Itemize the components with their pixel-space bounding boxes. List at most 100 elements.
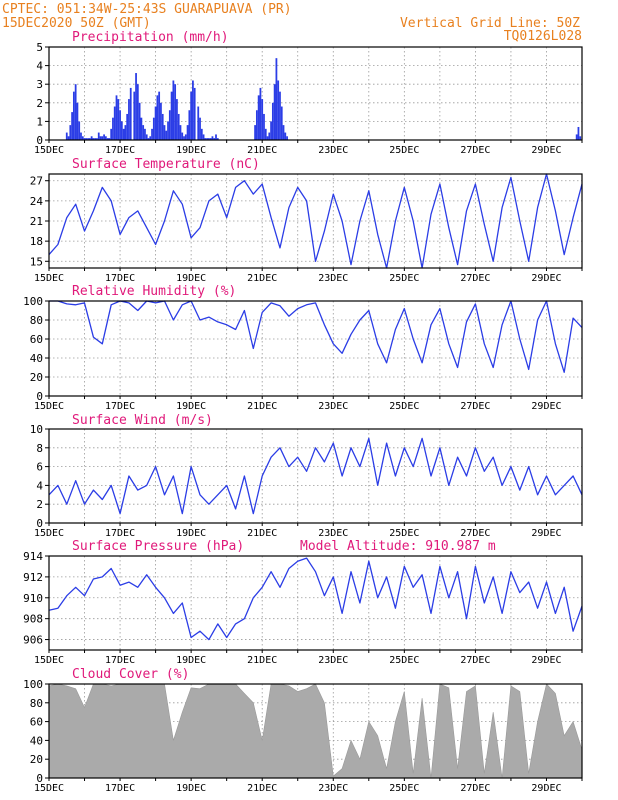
panel-frame xyxy=(48,46,583,141)
run-date: 15DEC2020 50Z (GMT) xyxy=(2,16,151,31)
precip-bar xyxy=(158,91,161,140)
precip-bar xyxy=(71,112,73,140)
precip-bar xyxy=(264,128,267,140)
precip-bar xyxy=(261,99,264,140)
x-tick-label: 15DEC xyxy=(34,655,64,666)
x-tick-label: 21DEC xyxy=(247,655,277,666)
y-tick-label: 0 xyxy=(36,517,43,530)
precip-bar xyxy=(106,138,109,140)
x-tick-label: 19DEC xyxy=(176,401,206,412)
y-tick-label: 80 xyxy=(30,314,43,327)
precip-bar xyxy=(99,136,102,140)
precip-bar xyxy=(126,113,129,140)
precip-bar xyxy=(199,117,201,140)
vertical-grid-note: Vertical Grid Line: 50Z xyxy=(400,16,580,31)
precip-bar xyxy=(163,125,166,140)
y-tick-label: 914 xyxy=(23,550,43,563)
precip-bar xyxy=(165,130,168,140)
precip-bar xyxy=(112,117,114,140)
y-tick-label: 2 xyxy=(36,498,43,511)
x-tick-label: 23DEC xyxy=(318,401,348,412)
x-tick-label: 15DEC xyxy=(34,273,64,284)
precip-bar xyxy=(263,113,265,140)
series-line xyxy=(48,557,583,641)
precip-bar xyxy=(168,110,171,140)
precip-bar xyxy=(259,87,262,140)
precip-bar xyxy=(85,138,88,140)
y-tick-label: 60 xyxy=(30,333,43,346)
precip-bar xyxy=(87,138,89,140)
precip-bar xyxy=(124,125,127,140)
station-header: CPTEC: 051:34W-25:43S GUARAPUAVA (PR) xyxy=(2,2,292,17)
precip-bar xyxy=(579,136,582,140)
precip-bar xyxy=(188,110,191,140)
x-tick-label: 25DEC xyxy=(389,783,419,794)
panel-frame xyxy=(48,683,583,779)
precip-bar xyxy=(266,136,269,140)
x-tick-label: 27DEC xyxy=(460,655,490,666)
panel-frame xyxy=(48,300,583,397)
x-tick-label: 15DEC xyxy=(34,783,64,794)
precip-bar xyxy=(209,138,212,140)
x-tick-label: 25DEC xyxy=(389,655,419,666)
precip-bar xyxy=(144,128,146,140)
y-tick-label: 906 xyxy=(23,634,43,647)
x-tick-label: 17DEC xyxy=(105,528,135,539)
precip-bar xyxy=(204,138,207,140)
y-tick-label: 4 xyxy=(36,60,43,73)
precip-bar xyxy=(197,106,200,140)
x-tick-label: 17DEC xyxy=(105,273,135,284)
precip-bar xyxy=(138,102,141,140)
y-tick-label: 0 xyxy=(36,772,43,785)
precipitation-title: Precipitation (mm/h) xyxy=(72,30,229,45)
x-tick-label: 23DEC xyxy=(318,783,348,794)
x-tick-label: 15DEC xyxy=(34,145,64,156)
precip-bar xyxy=(119,110,121,140)
precip-bar xyxy=(152,117,155,140)
precip-bar xyxy=(176,99,178,140)
precip-bar xyxy=(161,113,164,140)
precip-bar xyxy=(90,136,93,140)
precip-bar xyxy=(120,121,123,140)
precip-bar xyxy=(67,136,70,140)
precip-bar xyxy=(277,80,280,140)
precip-bar xyxy=(156,95,159,140)
precip-bar xyxy=(174,84,177,140)
precip-bar xyxy=(216,138,219,140)
precip-bar xyxy=(257,95,260,140)
y-tick-label: 40 xyxy=(30,734,43,747)
precip-bar xyxy=(202,134,205,140)
precipitation-panel: Precipitation (mm/h) 0 1 2 3 4 5 15DEC 17DEC 19D… xyxy=(34,30,583,156)
precip-bar xyxy=(183,136,185,140)
precip-bar xyxy=(104,136,107,140)
x-tick-label: 27DEC xyxy=(460,273,490,284)
precip-bar xyxy=(122,128,125,140)
precip-bar xyxy=(108,138,111,140)
cloud-cover-title: Cloud Cover (%) xyxy=(72,667,189,682)
precip-bar xyxy=(206,138,209,140)
precip-bar xyxy=(83,138,86,140)
series-line xyxy=(48,173,583,269)
x-tick-label: 17DEC xyxy=(105,145,135,156)
x-tick-label: 19DEC xyxy=(176,528,206,539)
precip-bar xyxy=(167,121,169,140)
precip-bar xyxy=(140,117,143,140)
x-tick-label: 27DEC xyxy=(460,528,490,539)
model-id: TQ0126L028 xyxy=(504,29,582,44)
x-tick-label: 19DEC xyxy=(176,273,206,284)
precip-bar xyxy=(103,134,105,140)
y-tick-label: 5 xyxy=(36,41,43,54)
precip-bar xyxy=(270,121,272,140)
precip-bar xyxy=(128,99,130,140)
y-tick-label: 40 xyxy=(30,352,43,365)
precip-bar xyxy=(190,91,193,140)
temperature-title: Surface Temperature (nC) xyxy=(72,157,260,172)
precip-bar xyxy=(279,91,281,140)
x-tick-label: 29DEC xyxy=(531,401,561,412)
precip-bar xyxy=(284,132,287,140)
x-tick-label: 27DEC xyxy=(460,783,490,794)
y-tick-label: 8 xyxy=(36,442,43,455)
x-tick-label: 21DEC xyxy=(247,783,277,794)
precip-bar xyxy=(149,136,152,140)
